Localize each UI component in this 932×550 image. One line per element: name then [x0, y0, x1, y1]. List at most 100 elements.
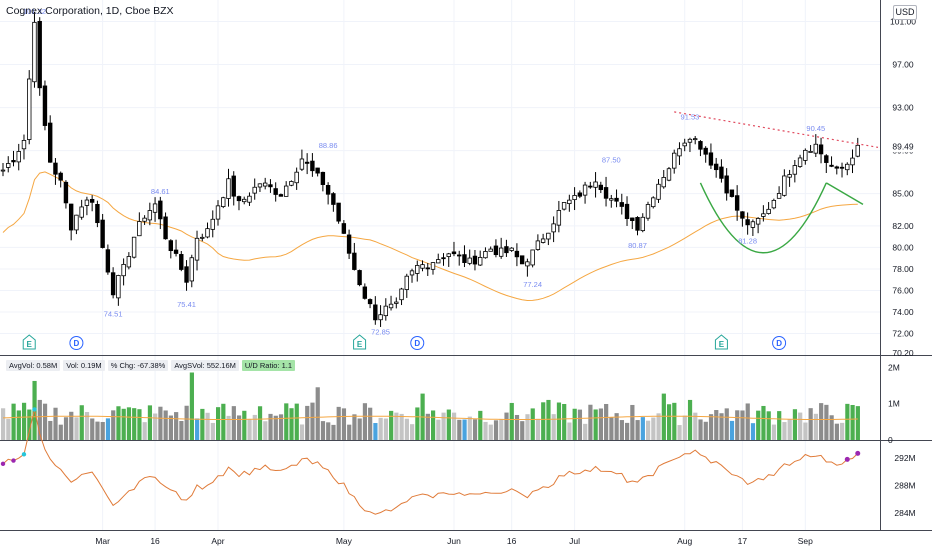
candle-body: [766, 208, 771, 214]
currency-button[interactable]: USD: [893, 5, 917, 20]
price-annotation: 91.53: [681, 112, 700, 121]
volume-bar: [310, 402, 315, 440]
volume-bar: [168, 415, 174, 440]
candle-body: [829, 164, 834, 167]
candle-body: [519, 255, 525, 265]
candle-body: [341, 223, 347, 234]
volume-bar: [210, 422, 215, 440]
volume-bar: [451, 412, 457, 440]
volume-bar: [184, 405, 189, 440]
volume-bar: [504, 412, 509, 440]
candle-body: [588, 185, 593, 188]
candle-body: [179, 254, 184, 270]
dividend-event-label: D: [414, 339, 420, 348]
price-annotation: 84.61: [151, 187, 170, 196]
candle-body: [713, 163, 719, 171]
candle-body: [593, 181, 598, 188]
candle-body: [640, 216, 645, 232]
candle-body: [236, 196, 242, 202]
candle-body: [215, 205, 221, 220]
volume-bar: [431, 410, 436, 440]
volume-bar: [6, 418, 11, 440]
time-axis-label: Jun: [447, 536, 461, 546]
volume-bar: [84, 412, 90, 440]
volume-bar: [792, 409, 798, 440]
volume-bar: [362, 403, 368, 440]
volume-bar: [147, 405, 153, 440]
candle-body: [535, 240, 541, 250]
volume-bar: [750, 423, 756, 440]
volume-bar: [583, 423, 588, 440]
volume-bar: [163, 410, 168, 440]
price-axis-label: 74.00: [892, 307, 914, 317]
volume-bar: [588, 404, 593, 440]
earnings-event-marker: [353, 334, 367, 350]
dividend-event-marker: [772, 336, 787, 350]
earnings-event-marker: [714, 334, 728, 350]
volume-bar: [425, 413, 430, 440]
volume-bar: [142, 422, 147, 440]
candle-body: [231, 175, 236, 197]
candle-body: [189, 257, 194, 282]
volume-bar: [226, 415, 231, 440]
candle-body: [797, 157, 803, 167]
candle-body: [504, 246, 509, 254]
candle-body: [74, 214, 79, 231]
volume-bar: [499, 418, 504, 440]
volume-axis-label: 1M: [888, 399, 900, 409]
price-axis-label: 93.00: [892, 103, 914, 113]
volume-bar: [305, 405, 310, 440]
volume-bar: [16, 410, 21, 440]
candle-body: [818, 144, 824, 155]
candle-body: [152, 203, 158, 213]
candle-body: [37, 20, 42, 89]
candle-body: [561, 202, 567, 210]
candle-body: [425, 267, 430, 270]
candle-body: [845, 163, 850, 171]
candle-body: [252, 186, 257, 194]
volume-bar: [410, 424, 415, 440]
volume-bar: [509, 402, 514, 440]
candle-body: [850, 157, 855, 166]
candle-body: [771, 199, 777, 209]
volume-bar: [787, 419, 792, 440]
candle-body: [257, 183, 263, 188]
candle-body: [367, 299, 373, 305]
volume-bar: [845, 403, 850, 440]
volume-bar: [677, 425, 682, 440]
volume-bar: [735, 410, 740, 440]
volume-bar: [126, 407, 132, 440]
volume-bar: [37, 399, 42, 440]
candle-body: [6, 163, 11, 168]
price-annotation: 101.32: [23, 7, 46, 16]
volume-bar: [247, 419, 252, 440]
candle-body: [147, 210, 153, 221]
candle-body: [572, 195, 577, 201]
stat-ud-ratio: U/D Ratio: 1.1: [241, 360, 295, 371]
candle-body: [184, 266, 189, 283]
volume-bar: [745, 403, 750, 440]
candle-body: [221, 197, 226, 207]
candle-body: [682, 142, 687, 147]
volume-bar: [556, 402, 562, 440]
indicator-axis-label: 288M: [894, 481, 915, 491]
candle-body: [68, 203, 74, 231]
volume-bar: [179, 420, 184, 440]
moving-average-line: [2, 171, 858, 302]
grid-layer: [0, 0, 880, 530]
volume-bar: [483, 421, 488, 440]
volume-bar: [446, 409, 451, 440]
volume-bar: [577, 409, 583, 440]
candle-body: [409, 270, 415, 276]
volume-layer: [1, 372, 860, 440]
candle-body: [530, 249, 535, 266]
candle-body: [299, 158, 305, 170]
time-axis-label: Jul: [569, 536, 580, 546]
candle-body: [787, 174, 792, 178]
volume-bar: [840, 422, 845, 440]
volume-bar: [646, 420, 651, 440]
volume-bar: [268, 413, 273, 440]
volume-bar: [383, 418, 389, 440]
stat-vol: Vol: 0.19M: [63, 360, 105, 371]
